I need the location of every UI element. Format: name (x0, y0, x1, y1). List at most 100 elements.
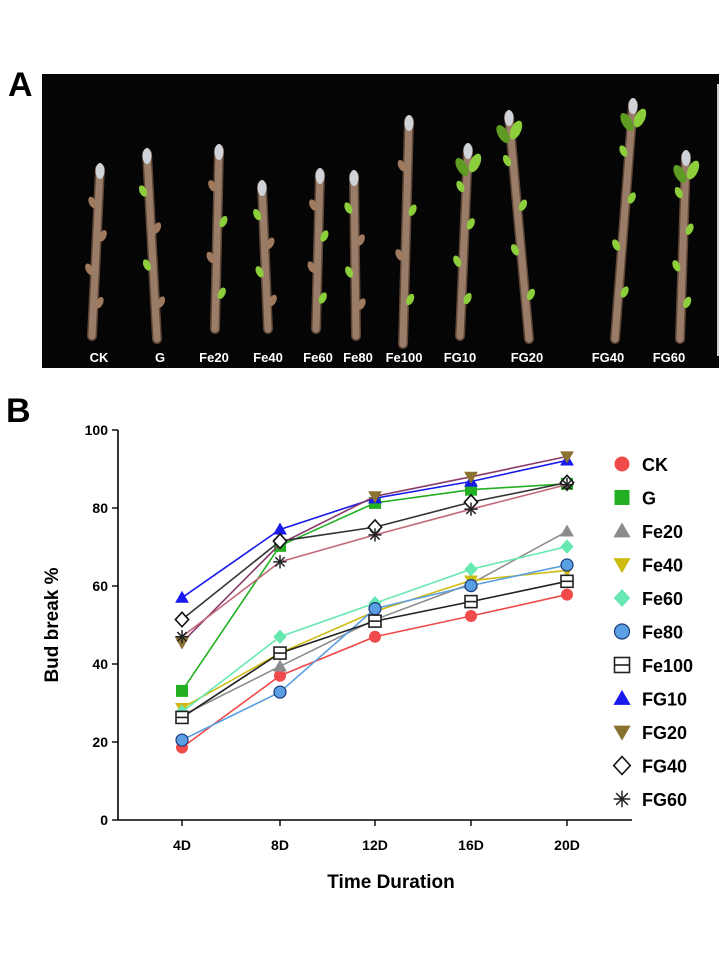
dormant-bud (98, 230, 107, 242)
legend-label: Fe80 (642, 623, 683, 643)
data-point (273, 629, 287, 644)
legend-item: FG60 (613, 790, 687, 810)
leaf-bud (620, 112, 634, 132)
marker-spoke (274, 556, 286, 568)
green-bud (406, 293, 415, 306)
data-point (368, 614, 382, 628)
marker-spoke (561, 479, 573, 490)
data-point (561, 588, 573, 601)
data-point (464, 594, 478, 609)
x-tick-label: 16D (458, 837, 484, 853)
branch-photo: CK G Fe20 Fe40 Fe60 Fe80 Fe100 FG10 FG20 FG40 FG60 (85, 98, 700, 365)
dormant-bud (268, 294, 277, 307)
data-point (465, 610, 477, 623)
green-bud (674, 186, 683, 199)
branch-tip (214, 144, 224, 160)
data-point (273, 659, 287, 672)
branch-stem (505, 112, 533, 343)
series-fe100 (175, 574, 574, 725)
legend-label: Fe40 (642, 556, 683, 576)
data-point (560, 574, 574, 589)
legend-label: Fe20 (642, 522, 683, 542)
series-fe60 (175, 539, 574, 720)
legend-item: CK (614, 455, 668, 475)
branch-photo-panel: CK G Fe20 Fe40 Fe60 Fe80 Fe100 FG10 FG20 FG40 FG60 (42, 74, 719, 368)
green-bud (318, 292, 327, 304)
data-point (560, 451, 574, 464)
data-point (560, 478, 574, 492)
dormant-bud (85, 263, 94, 275)
branch-stem (88, 165, 104, 340)
data-point (273, 522, 287, 535)
bud-break-line-chart: 0 20 40 60 80 100 4D 8D 12D 16D 20D Time Duration Bu… (42, 422, 693, 893)
green-bud (685, 223, 694, 235)
data-point (175, 733, 189, 747)
y-tick-label: 60 (92, 578, 108, 594)
dormant-bud (397, 159, 406, 172)
green-bud (526, 288, 536, 301)
branch-stem (312, 170, 324, 333)
green-bud (255, 266, 264, 278)
dormant-bud (208, 180, 217, 192)
branch-tip (95, 163, 105, 179)
branch-stem (611, 100, 637, 343)
data-point (465, 483, 477, 496)
marker-spoke (176, 631, 188, 642)
green-bud (456, 180, 465, 193)
series-g (176, 477, 573, 697)
leaf-bud (509, 120, 523, 140)
data-point (274, 669, 286, 682)
branch-label: FG10 (444, 350, 477, 365)
legend-marker (614, 456, 630, 472)
green-bud (320, 230, 329, 242)
legend-label: FG60 (642, 790, 687, 810)
legend-item: Fe100 (613, 656, 693, 676)
series-line (181, 483, 568, 692)
panel-a-label: A (8, 66, 33, 104)
dormant-bud (395, 249, 404, 261)
leaf-bud (455, 157, 469, 177)
series-line (181, 564, 568, 741)
data-point (368, 528, 382, 542)
marker-spoke (369, 529, 381, 541)
branch-stem (350, 172, 360, 340)
data-point (368, 602, 382, 616)
data-point (175, 590, 189, 603)
legend-item: FG40 (612, 755, 687, 777)
branch-fe80 (344, 170, 366, 341)
data-point (369, 630, 381, 643)
legend-item: Fe60 (613, 589, 683, 609)
y-tick-label: 100 (85, 422, 109, 438)
branch-label: FG60 (653, 350, 686, 365)
branch-tip (142, 148, 152, 164)
branch-stem (211, 146, 223, 333)
legend-marker (613, 790, 631, 808)
green-bud (142, 259, 152, 271)
branch-fe100 (395, 115, 417, 349)
data-point (464, 562, 478, 577)
data-point (272, 532, 288, 550)
branch-fg40 (610, 98, 647, 344)
green-bud (510, 244, 520, 256)
dormant-bud (206, 251, 215, 264)
legend-item: Fe20 (613, 522, 683, 542)
branch-stem (143, 150, 161, 343)
branch-label: Fe60 (303, 350, 333, 365)
x-tick-label: 8D (271, 837, 289, 853)
data-point (175, 630, 189, 644)
data-point (560, 539, 574, 554)
branch-label: FG40 (592, 350, 625, 365)
branch-tip (257, 180, 267, 196)
legend-marker (613, 623, 631, 640)
x-tick-label: 20D (554, 837, 580, 853)
x-axis-title: Time Duration (327, 872, 454, 893)
green-bud (344, 202, 353, 214)
dormant-bud (266, 237, 275, 249)
branch-stem (399, 117, 413, 348)
green-bud (672, 260, 681, 272)
bud-break-chart: 0 20 40 60 80 100 4D 8D 12D 16D 20D Time Duration Bu… (0, 400, 720, 960)
legend-marker (613, 725, 631, 741)
branch-label: Fe80 (343, 350, 373, 365)
green-bud (466, 218, 475, 230)
data-point (176, 684, 188, 697)
